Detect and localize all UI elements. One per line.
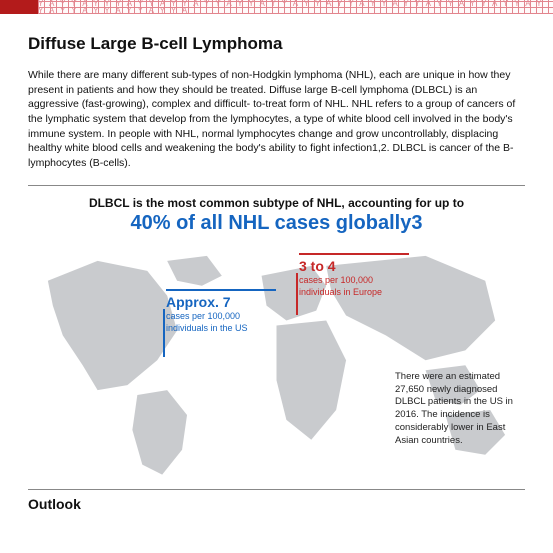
stat-headline-line1: DLBCL is the most common subtype of NHL,… [28, 196, 525, 210]
callout-pointer-eu [296, 273, 298, 315]
callout-eu-label: cases per 100,000 individuals in Europe [299, 275, 382, 296]
outlook-heading: Outlook [28, 496, 525, 512]
world-map-infographic: Approx. 7 cases per 100,000 individuals … [28, 241, 525, 481]
map-sidenote: There were an estimated 27,650 newly dia… [395, 371, 525, 448]
divider-top [28, 185, 525, 186]
callout-us-label: cases per 100,000 individuals in the US [166, 311, 248, 332]
top-border-solid [0, 0, 38, 14]
intro-paragraph: While there are many different sub-types… [28, 68, 525, 171]
callout-eu-stat: 3 to 4 [299, 258, 409, 276]
callout-us-stat: Approx. 7 [166, 294, 276, 312]
callout-eu: 3 to 4 cases per 100,000 individuals in … [299, 253, 409, 298]
callout-us: Approx. 7 cases per 100,000 individuals … [166, 289, 276, 334]
page-content: Diffuse Large B-cell Lymphoma While ther… [0, 0, 553, 512]
stat-headline: DLBCL is the most common subtype of NHL,… [28, 196, 525, 235]
divider-bottom [28, 489, 525, 490]
page-title: Diffuse Large B-cell Lymphoma [28, 34, 525, 54]
top-border-pattern: Y A Y Y A Y Y Y A Y Y A Y Y A Y Y A Y Y … [38, 0, 553, 14]
decorative-top-border: Y A Y Y A Y Y Y A Y Y A Y Y A Y Y A Y Y … [0, 0, 553, 14]
callout-pointer-us [163, 309, 165, 357]
stat-headline-line2: 40% of all NHL cases globally3 [28, 212, 525, 235]
